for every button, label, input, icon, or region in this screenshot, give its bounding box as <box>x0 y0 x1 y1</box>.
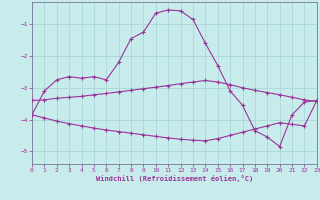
X-axis label: Windchill (Refroidissement éolien,°C): Windchill (Refroidissement éolien,°C) <box>96 175 253 182</box>
